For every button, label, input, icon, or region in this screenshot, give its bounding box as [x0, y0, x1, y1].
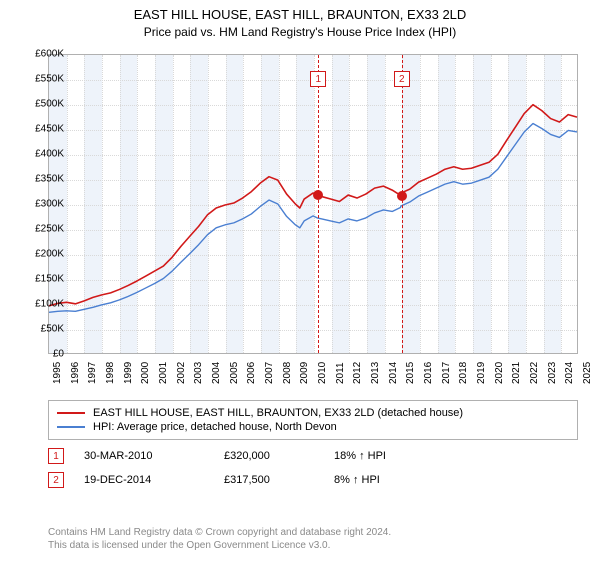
footer-line-2: This data is licensed under the Open Gov…: [48, 539, 578, 552]
sale-row: 1 30-MAR-2010£320,00018% ↑ HPI: [48, 444, 578, 468]
legend-label: EAST HILL HOUSE, EAST HILL, BRAUNTON, EX…: [93, 407, 463, 419]
series-line-price_paid: [49, 105, 577, 306]
x-axis-label: 1995: [52, 362, 63, 384]
chart-subtitle: Price paid vs. HM Land Registry's House …: [0, 25, 600, 39]
x-axis-label: 2011: [335, 362, 346, 384]
x-axis-label: 1996: [70, 362, 81, 384]
sale-date: 19-DEC-2014: [84, 474, 224, 486]
plot-svg: [49, 55, 577, 353]
x-axis-label: 2004: [211, 362, 222, 384]
sales-table: 1 30-MAR-2010£320,00018% ↑ HPI 2 19-DEC-201…: [48, 444, 578, 492]
x-axis-label: 2002: [176, 362, 187, 384]
x-axis-label: 2025: [582, 362, 593, 384]
x-axis-label: 2018: [458, 362, 469, 384]
sale-dot: [397, 191, 407, 201]
x-axis-label: 2019: [476, 362, 487, 384]
legend-swatch: [57, 412, 85, 414]
x-axis-label: 2012: [352, 362, 363, 384]
sale-row: 2 19-DEC-2014£317,5008% ↑ HPI: [48, 468, 578, 492]
footer-attribution: Contains HM Land Registry data © Crown c…: [48, 526, 578, 552]
y-axis-label: £450K: [20, 124, 64, 135]
x-axis-label: 2005: [229, 362, 240, 384]
sale-delta: 18% ↑ HPI: [334, 450, 434, 462]
y-axis-label: £350K: [20, 174, 64, 185]
x-axis-label: 2008: [282, 362, 293, 384]
x-axis-label: 2001: [158, 362, 169, 384]
sale-index: 1: [48, 448, 64, 464]
y-axis-label: £600K: [20, 49, 64, 60]
x-axis-label: 2010: [317, 362, 328, 384]
sale-delta: 8% ↑ HPI: [334, 474, 434, 486]
x-axis-label: 2024: [564, 362, 575, 384]
y-axis-label: £400K: [20, 149, 64, 160]
legend-row: EAST HILL HOUSE, EAST HILL, BRAUNTON, EX…: [57, 407, 569, 419]
x-axis-label: 2020: [494, 362, 505, 384]
legend-label: HPI: Average price, detached house, Nort…: [93, 421, 337, 433]
x-axis-label: 2007: [264, 362, 275, 384]
x-axis-label: 1997: [87, 362, 98, 384]
x-axis-label: 1998: [105, 362, 116, 384]
legend-swatch: [57, 426, 85, 428]
chart-title: EAST HILL HOUSE, EAST HILL, BRAUNTON, EX…: [0, 6, 600, 24]
sale-price: £317,500: [224, 474, 334, 486]
y-axis-label: £100K: [20, 299, 64, 310]
sale-guideline: [318, 55, 319, 353]
y-axis-label: £500K: [20, 99, 64, 110]
legend-row: HPI: Average price, detached house, Nort…: [57, 421, 569, 433]
x-axis-label: 2014: [388, 362, 399, 384]
x-axis-label: 2003: [193, 362, 204, 384]
x-axis-label: 1999: [123, 362, 134, 384]
sale-index: 2: [48, 472, 64, 488]
footer-line-1: Contains HM Land Registry data © Crown c…: [48, 526, 578, 539]
y-axis-label: £0: [20, 349, 64, 360]
chart-area: 12: [48, 54, 578, 354]
series-line-hpi: [49, 124, 577, 313]
sale-marker: 1: [310, 71, 326, 87]
y-axis-label: £300K: [20, 199, 64, 210]
x-axis-label: 2021: [511, 362, 522, 384]
sale-dot: [313, 190, 323, 200]
sale-price: £320,000: [224, 450, 334, 462]
y-axis-label: £250K: [20, 224, 64, 235]
sale-marker: 2: [394, 71, 410, 87]
x-axis-label: 2013: [370, 362, 381, 384]
sale-guideline: [402, 55, 403, 353]
x-axis-label: 2016: [423, 362, 434, 384]
x-axis-label: 2000: [140, 362, 151, 384]
x-axis-label: 2017: [441, 362, 452, 384]
y-axis-label: £50K: [20, 324, 64, 335]
y-axis-label: £150K: [20, 274, 64, 285]
y-axis-label: £200K: [20, 249, 64, 260]
x-axis-label: 2006: [246, 362, 257, 384]
legend-box: EAST HILL HOUSE, EAST HILL, BRAUNTON, EX…: [48, 400, 578, 440]
x-axis-label: 2023: [547, 362, 558, 384]
x-axis-label: 2015: [405, 362, 416, 384]
x-axis-label: 2009: [299, 362, 310, 384]
y-axis-label: £550K: [20, 74, 64, 85]
sale-date: 30-MAR-2010: [84, 450, 224, 462]
x-axis-label: 2022: [529, 362, 540, 384]
